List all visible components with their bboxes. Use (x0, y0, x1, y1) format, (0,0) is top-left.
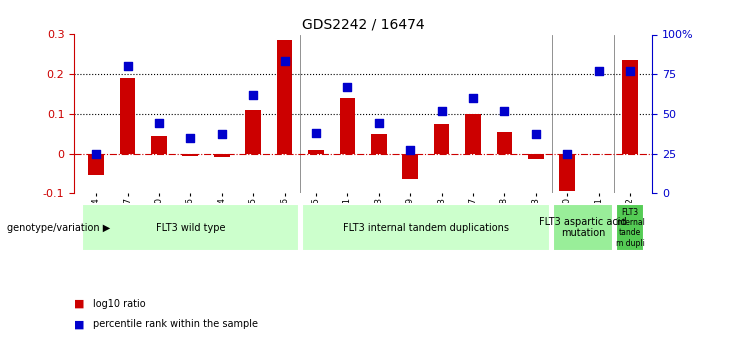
FancyBboxPatch shape (616, 204, 644, 251)
Bar (214, 154, 230, 157)
Point (153, 121, 165, 126)
Bar (151, 136, 167, 154)
Bar (339, 98, 355, 154)
Bar (276, 40, 293, 154)
Bar (622, 60, 638, 154)
Text: FLT3
internal
tande
m dupli: FLT3 internal tande m dupli (615, 208, 645, 248)
Text: ■: ■ (74, 319, 84, 329)
Text: log10 ratio: log10 ratio (93, 299, 145, 308)
Point (342, 84, 353, 90)
Bar (119, 78, 136, 154)
Point (122, 63, 133, 69)
Point (279, 59, 290, 64)
Bar (433, 124, 450, 154)
Point (436, 108, 448, 114)
Bar (88, 154, 104, 175)
Point (185, 135, 196, 140)
Text: genotype/variation ▶: genotype/variation ▶ (7, 223, 110, 233)
FancyBboxPatch shape (553, 204, 613, 251)
Point (216, 132, 227, 137)
Point (467, 95, 479, 101)
Point (624, 68, 636, 74)
Title: GDS2242 / 16474: GDS2242 / 16474 (302, 18, 425, 32)
Bar (371, 134, 387, 154)
Point (530, 132, 542, 137)
Text: FLT3 wild type: FLT3 wild type (156, 223, 225, 233)
Bar (245, 110, 261, 154)
Point (562, 151, 574, 156)
Point (499, 108, 511, 114)
Point (90, 151, 102, 156)
Point (310, 130, 322, 136)
Bar (559, 154, 575, 191)
Point (593, 68, 605, 74)
Text: ■: ■ (74, 299, 84, 308)
Point (405, 148, 416, 153)
Bar (496, 132, 512, 154)
FancyBboxPatch shape (302, 204, 550, 251)
Text: percentile rank within the sample: percentile rank within the sample (93, 319, 258, 329)
Bar (308, 149, 324, 154)
Text: FLT3 aspartic acid
mutation: FLT3 aspartic acid mutation (539, 217, 627, 238)
Bar (528, 154, 544, 159)
Point (247, 92, 259, 98)
Text: FLT3 internal tandem duplications: FLT3 internal tandem duplications (343, 223, 509, 233)
Point (373, 121, 385, 126)
Bar (182, 154, 198, 156)
FancyBboxPatch shape (82, 204, 299, 251)
Bar (402, 154, 418, 179)
Bar (465, 114, 481, 154)
